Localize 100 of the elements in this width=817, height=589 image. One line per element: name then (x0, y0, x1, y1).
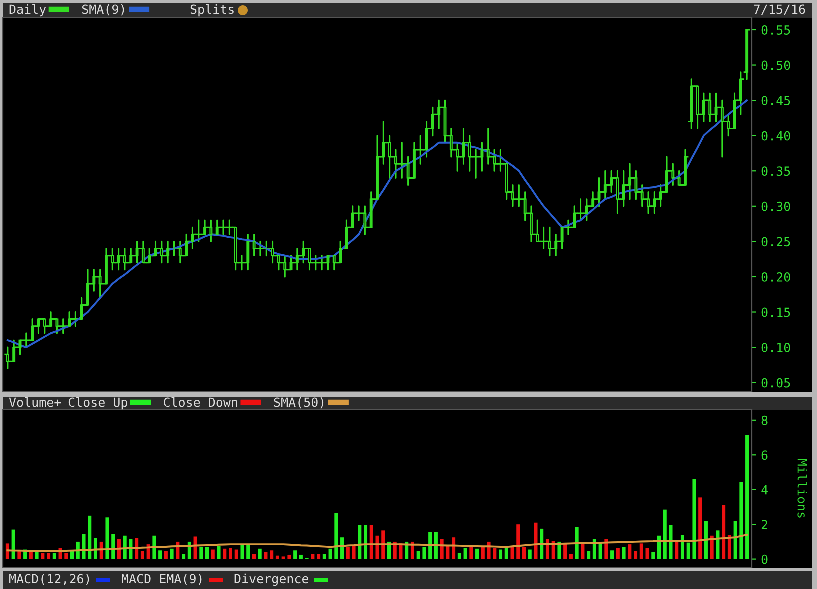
bar (446, 545, 450, 560)
bar (140, 552, 144, 560)
bar (135, 538, 139, 560)
bar (728, 535, 732, 560)
y-tick-label: 0.15 (762, 308, 790, 318)
legend-label: Daily (10, 4, 46, 17)
bar (416, 552, 420, 560)
legend-label: SMA(9) (82, 4, 124, 16)
bar (652, 552, 656, 560)
y-tick-label: 0.55 (762, 26, 790, 35)
bar (434, 532, 438, 560)
bar (640, 544, 644, 560)
text: MACD(12,26) (10, 574, 90, 586)
text: 7/15/16 (754, 4, 806, 16)
bar (364, 525, 368, 560)
bar (322, 554, 326, 560)
bar (228, 548, 233, 560)
bar (616, 548, 620, 560)
bar (646, 548, 650, 560)
bar (587, 552, 591, 560)
bar (746, 435, 750, 560)
bar (669, 525, 673, 560)
y-tick-label: 0.30 (762, 202, 790, 212)
bar (240, 545, 244, 560)
legend-label: Close Up (68, 397, 128, 410)
y-tick-label: 0.45 (762, 96, 790, 106)
bar (692, 479, 696, 560)
bar (575, 527, 579, 560)
bar (288, 554, 292, 560)
bar (47, 553, 51, 560)
bar (164, 552, 168, 560)
bar (182, 554, 186, 560)
bar (346, 547, 350, 560)
bar (252, 554, 256, 560)
bar (82, 534, 86, 560)
legend-label: SMA(50) (274, 398, 324, 409)
bar (217, 546, 221, 560)
bar (722, 505, 726, 560)
bar (516, 524, 520, 560)
candlestick (744, 29, 750, 80)
line-series (6, 534, 748, 552)
bar (534, 522, 538, 560)
bar (94, 538, 98, 560)
bar (294, 550, 298, 560)
y-tick-label: 0.05 (762, 378, 790, 388)
bar (458, 553, 462, 560)
bar (464, 548, 468, 560)
y-tick-label: 0.10 (762, 343, 790, 353)
bar (405, 542, 409, 560)
bar (117, 539, 121, 560)
bar (734, 521, 738, 560)
bar (328, 548, 332, 560)
bar (41, 553, 45, 560)
y-tick-label: 0.40 (762, 131, 790, 141)
bar (710, 536, 714, 560)
bar (499, 550, 503, 560)
bar (470, 546, 474, 560)
y-tick-label: 8 (762, 416, 768, 426)
bar (211, 550, 215, 560)
bar (581, 544, 585, 560)
bar (476, 548, 480, 560)
text: Splits (190, 4, 234, 17)
bar (246, 545, 250, 560)
bar (657, 536, 662, 560)
bar (223, 548, 227, 560)
bar (234, 550, 238, 560)
bar (123, 536, 127, 560)
y-tick-label: 0.20 (762, 272, 790, 282)
bar (610, 550, 614, 560)
legend-label: Close Down (164, 397, 238, 408)
bar (740, 482, 744, 560)
bar (540, 528, 544, 560)
bar (504, 547, 508, 560)
bar (258, 548, 262, 560)
bar (546, 539, 550, 560)
y-tick-label: 0.50 (762, 60, 790, 70)
y-tick-label: 0 (762, 554, 768, 564)
bar (493, 548, 497, 560)
bar (452, 538, 456, 560)
bar (311, 554, 315, 560)
bar (129, 539, 133, 560)
bar (510, 546, 514, 560)
y-tick-label: 6 (762, 450, 768, 460)
bar (564, 544, 568, 560)
bar (428, 532, 432, 560)
bar (686, 542, 690, 560)
bar (29, 552, 33, 560)
bar (675, 542, 679, 560)
y-tick-label: 0.35 (762, 166, 790, 176)
bar (106, 518, 110, 560)
bar (569, 554, 573, 560)
bar (264, 552, 268, 560)
bar (282, 556, 286, 560)
bar (376, 536, 380, 560)
text: MACD EMA(9) (122, 574, 202, 586)
bar (112, 534, 116, 560)
bar (604, 539, 608, 560)
chart-title: Volume+ (9, 397, 62, 408)
bar (698, 498, 702, 560)
bar (158, 550, 162, 560)
